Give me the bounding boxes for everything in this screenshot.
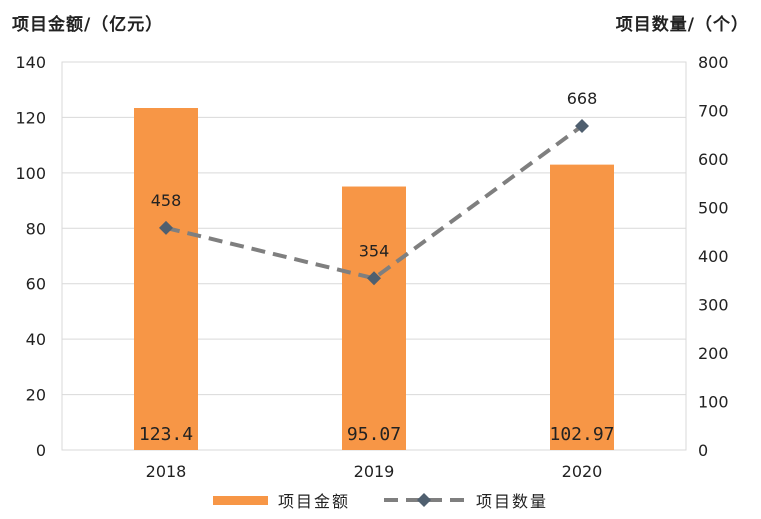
- left-tick-label: 0: [36, 441, 46, 460]
- right-tick-label: 800: [698, 53, 729, 72]
- x-tick-label: 2019: [354, 462, 395, 480]
- combo-chart: 0 20 40 60 80 100 120 140 0 100 200 300 400 500 600 700…: [15, 53, 729, 480]
- bar-data-label: 102.97: [549, 424, 614, 445]
- line-data-label: 668: [567, 89, 598, 108]
- line-data-label: 458: [151, 191, 182, 210]
- series-line: [165, 124, 584, 281]
- bar: [342, 186, 406, 451]
- line-marker: [159, 220, 173, 235]
- line-marker: [367, 271, 381, 286]
- right-tick-label: 700: [698, 102, 729, 121]
- legend-label-count: 项目数量: [476, 492, 549, 511]
- legend-item-amount: 项目金额: [212, 488, 350, 512]
- legend-item-count: 项目数量: [382, 488, 548, 512]
- bar-data-label: 123.4: [139, 424, 193, 445]
- left-tick-label: 120: [15, 108, 46, 127]
- left-tick-label: 40: [26, 330, 46, 349]
- bar-data-label: 95.07: [347, 424, 401, 445]
- legend-marker: [417, 493, 431, 507]
- left-axis-title: 项目金额/（亿元）: [12, 15, 164, 35]
- left-tick-label: 60: [26, 275, 46, 294]
- bar: [134, 108, 198, 451]
- left-tick-label: 100: [15, 164, 46, 183]
- legend-bar-swatch: [212, 495, 268, 505]
- legend-label-amount: 项目金额: [277, 492, 350, 511]
- left-tick-label: 80: [26, 219, 46, 238]
- x-tick-label: 2018: [146, 462, 187, 480]
- left-tick-label: 140: [15, 53, 46, 72]
- right-tick-label: 300: [698, 296, 729, 315]
- legend-line-swatch: [384, 493, 464, 507]
- right-tick-label: 100: [698, 393, 729, 412]
- right-axis-title: 项目数量/（个）: [615, 15, 749, 35]
- right-tick-label: 200: [698, 344, 729, 363]
- bar: [550, 164, 614, 450]
- line-marker: [575, 119, 589, 134]
- legend: 项目金额 项目数量: [0, 488, 761, 512]
- x-tick-label: 2020: [562, 462, 603, 480]
- right-tick-label: 400: [698, 247, 729, 266]
- right-tick-label: 500: [698, 199, 729, 218]
- left-tick-label: 20: [26, 386, 46, 405]
- right-tick-label: 600: [698, 150, 729, 169]
- line-data-label: 354: [359, 241, 390, 260]
- right-tick-label: 0: [698, 441, 708, 460]
